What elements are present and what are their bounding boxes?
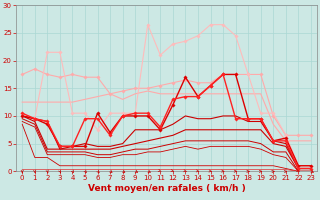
X-axis label: Vent moyen/en rafales ( km/h ): Vent moyen/en rafales ( km/h ): [88, 184, 245, 193]
